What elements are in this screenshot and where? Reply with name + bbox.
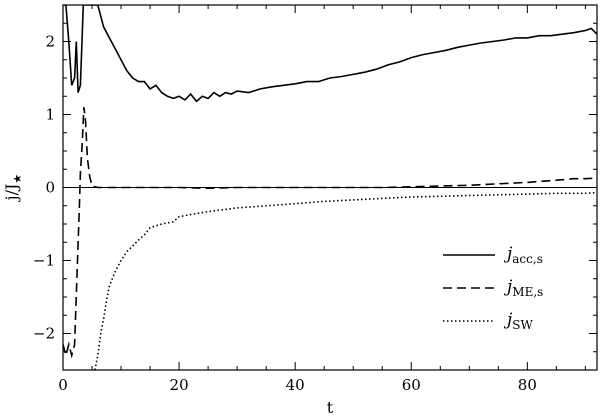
series-layer (63, 5, 597, 370)
y-tick-label: 2 (45, 33, 55, 51)
y-axis-label-main: j/J (2, 184, 21, 203)
y-axis-label-group: j/J★ (2, 174, 24, 203)
legend-label-main: j (503, 244, 513, 264)
legend-label: jSW (503, 310, 534, 332)
x-tick-label: 60 (402, 376, 421, 394)
y-tick-label: −2 (33, 325, 55, 343)
y-tick-label: 0 (45, 179, 55, 197)
y-axis-label-sub: ★ (11, 174, 24, 184)
x-tick-label: 0 (58, 376, 68, 394)
y-tick-label: −1 (33, 252, 55, 270)
legend-label: jacc,s (503, 244, 543, 266)
x-axis-label: t (327, 398, 334, 417)
axis-ticks (62, 4, 597, 371)
legend-label-sub: SW (512, 318, 533, 332)
legend-label: jME,s (503, 277, 543, 299)
y-axis-label: j/J★ (2, 174, 24, 203)
y-tick-label: 1 (45, 106, 55, 124)
legend-label-main: j (503, 310, 513, 330)
series-line-solid (63, 5, 597, 103)
legend-label-sub: acc,s (512, 252, 543, 266)
x-tick-label: 20 (170, 376, 189, 394)
legend-label-main: j (503, 277, 513, 297)
tick-labels: 0 20 40 60 80 −2 −1 0 1 2 (33, 33, 537, 395)
x-tick-label: 40 (286, 376, 305, 394)
legend-label-sub: ME,s (512, 285, 543, 299)
series-line-dotted (94, 191, 597, 370)
series-line-dashed (63, 107, 597, 359)
x-tick-label: 80 (518, 376, 537, 394)
